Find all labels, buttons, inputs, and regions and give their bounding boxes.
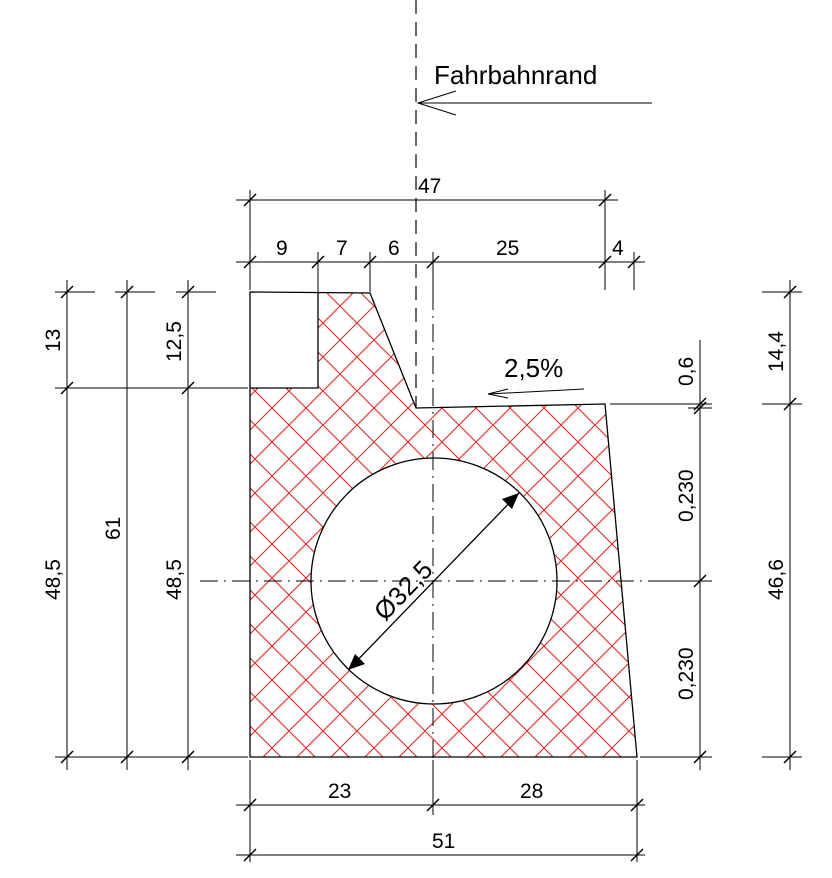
tick-l3-388 bbox=[181, 381, 195, 395]
dim-4-label: 4 bbox=[612, 237, 624, 260]
notch-outline bbox=[250, 292, 319, 389]
tick-r1-757 bbox=[693, 750, 707, 764]
slope-label: 2,5% bbox=[504, 353, 563, 383]
tick-b250 bbox=[243, 798, 257, 812]
fahrbahnrand-arrow-head bbox=[416, 90, 457, 116]
curb-hatch-fill bbox=[250, 292, 637, 757]
dim-48-5-outer-label: 48,5 bbox=[42, 559, 65, 600]
dim-0-6-label: 0,6 bbox=[675, 357, 698, 386]
dim-28-label: 28 bbox=[520, 780, 543, 803]
dim-46-6-label: 46,6 bbox=[765, 559, 788, 600]
dim-48-5-inner-label: 48,5 bbox=[163, 559, 186, 600]
dim-51-label: 51 bbox=[432, 830, 455, 853]
tick-318 bbox=[311, 255, 325, 269]
dim-25-label: 25 bbox=[496, 237, 519, 260]
dim-7-label: 7 bbox=[336, 237, 348, 260]
diameter-arrow-bottom bbox=[348, 654, 365, 670]
tick-l1-388 bbox=[60, 381, 74, 395]
tick-l3-292 bbox=[181, 285, 195, 299]
dim-14-4-label: 14,4 bbox=[765, 331, 788, 372]
dim-47-label: 47 bbox=[418, 175, 441, 198]
slope-arrow-head bbox=[487, 388, 509, 399]
fahrbahnrand-label: Fahrbahnrand bbox=[434, 60, 597, 90]
slope-arrow-line bbox=[487, 388, 585, 395]
tick-l1-757 bbox=[60, 750, 74, 764]
tick-l1-292 bbox=[60, 285, 74, 299]
tick-634 bbox=[627, 255, 641, 269]
tick-605 bbox=[598, 255, 612, 269]
tick-61-top bbox=[120, 285, 134, 299]
dim-12-5-label: 12,5 bbox=[163, 321, 186, 362]
curb-outline bbox=[249, 291, 638, 758]
dim-13-label: 13 bbox=[42, 329, 65, 352]
dim-6-label: 6 bbox=[388, 237, 400, 260]
tick-l3-757 bbox=[181, 750, 195, 764]
diameter-arrow-top bbox=[502, 493, 519, 509]
tick-51-right bbox=[630, 848, 644, 862]
dim-47-tick-right bbox=[598, 193, 612, 207]
tick-250 bbox=[243, 255, 257, 269]
dim-0-230-bottom-label: 0,230 bbox=[675, 647, 698, 700]
diameter-line bbox=[347, 492, 520, 671]
tick-r1-404 bbox=[693, 397, 707, 411]
tick-b433 bbox=[426, 798, 440, 812]
tick-51-left bbox=[243, 848, 257, 862]
tick-r2-292 bbox=[783, 285, 797, 299]
tick-r1-408 bbox=[693, 401, 707, 415]
dim-47-tick-left bbox=[243, 193, 257, 207]
dim-23-label: 23 bbox=[328, 780, 351, 803]
tick-61-bottom bbox=[120, 750, 134, 764]
dim-0-230-top-label: 0,230 bbox=[675, 469, 698, 522]
tick-370 bbox=[363, 255, 377, 269]
tick-r2-757 bbox=[783, 750, 797, 764]
dim-9-label: 9 bbox=[276, 237, 288, 260]
dim-61-label: 61 bbox=[102, 517, 125, 540]
tick-r1-581 bbox=[693, 574, 707, 588]
tick-r2-404 bbox=[783, 397, 797, 411]
tick-b637 bbox=[630, 798, 644, 812]
tick-433 bbox=[426, 255, 440, 269]
